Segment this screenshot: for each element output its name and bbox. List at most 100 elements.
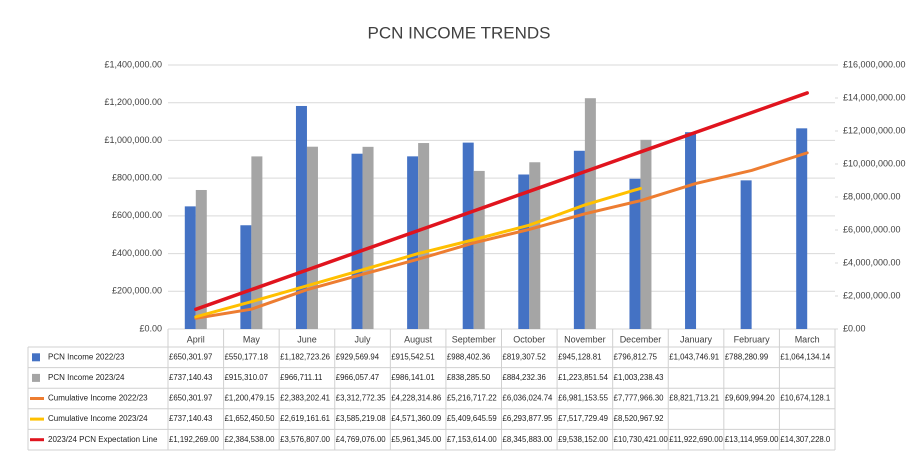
bar	[251, 156, 263, 329]
x-tick-label: April	[187, 334, 205, 344]
x-tick-label: September	[452, 334, 496, 344]
table-cell: £5,216,717.22	[447, 394, 497, 403]
table-cell: £988,402.36	[447, 352, 490, 361]
table-cell: £10,674,128.1	[780, 394, 830, 403]
bar	[685, 132, 697, 329]
x-tick-label: May	[243, 334, 261, 344]
bar	[462, 142, 474, 329]
table-cell: £2,619,161.61	[280, 414, 330, 423]
line-series	[194, 151, 809, 320]
table-cell: £737,140.43	[169, 414, 212, 423]
table-cell: £5,409,645.59	[447, 414, 497, 423]
table-cell: £5,961,345.00	[391, 435, 442, 444]
legend-swatch	[32, 373, 40, 382]
legend-label: PCN Income 2023/24	[48, 373, 125, 382]
x-tick-label: August	[404, 334, 433, 344]
x-tick-label: March	[795, 334, 820, 344]
table-cell: £7,517,729.49	[558, 414, 608, 423]
y2-tick-label: £4,000,000.00	[843, 257, 901, 267]
table-cell: £3,585,219.08	[336, 414, 386, 423]
table-cell: £9,609,994.20	[725, 394, 776, 403]
bar	[195, 189, 207, 329]
legend-label: Cumulative Income 2023/24	[48, 414, 148, 423]
table-cell: £986,141.01	[391, 373, 434, 382]
table-cell: £1,182,723.26	[280, 352, 330, 361]
table-cell: £7,153,614.00	[447, 435, 498, 444]
table-cell: £796,812.75	[614, 352, 658, 361]
y-tick-label: £800,000.00	[112, 173, 162, 183]
table-cell: £8,520,967.92	[614, 414, 664, 423]
y2-tick-label: £12,000,000.00	[843, 125, 906, 135]
y-tick-label: £400,000.00	[112, 248, 162, 258]
table-cell: £966,711.11	[280, 373, 322, 382]
table-cell: £1,652,450.50	[225, 414, 276, 423]
bar	[351, 153, 363, 329]
bar	[184, 206, 196, 329]
chart-title: PCN INCOME TRENDS	[368, 23, 551, 42]
table-cell: £737,140.43	[169, 373, 212, 382]
y2-tick-label: £0.00	[843, 323, 866, 333]
table-cell: £3,312,772.35	[336, 394, 387, 403]
bar	[362, 146, 374, 329]
table-cell: £1,223,851.54	[558, 373, 609, 382]
legend-label: Cumulative Income 2022/23	[48, 394, 148, 403]
table-cell: £650,301.97	[169, 352, 212, 361]
bar	[473, 170, 485, 329]
table-cell: £7,777,966.30	[614, 394, 665, 403]
line-series	[194, 186, 642, 319]
bar	[796, 128, 808, 329]
y-tick-label: £0.00	[139, 323, 162, 333]
x-tick-label: February	[734, 334, 771, 344]
line-series	[194, 91, 809, 312]
y2-tick-label: £6,000,000.00	[843, 224, 901, 234]
bar	[573, 150, 585, 329]
y2-tick-label: £14,000,000.00	[843, 92, 906, 102]
table-cell: £929,569.94	[336, 352, 380, 361]
table-cell: £838,285.50	[447, 373, 491, 382]
table-cell: £13,114,959.00	[725, 435, 779, 444]
table-cell: £4,571,360.09	[391, 414, 441, 423]
table-cell: £788,280.99	[725, 352, 768, 361]
table-cell: £1,064,134.14	[780, 352, 831, 361]
table-cell: £1,003,238.43	[614, 373, 664, 382]
x-tick-label: January	[680, 334, 713, 344]
table-cell: £1,200,479.15	[225, 394, 276, 403]
y2-tick-label: £8,000,000.00	[843, 191, 901, 201]
table-cell: £915,542.51	[391, 352, 434, 361]
bar	[306, 146, 318, 329]
table-cell: £945,128.81	[558, 352, 601, 361]
table-cell: £6,036,024.74	[503, 394, 554, 403]
x-tick-label: July	[355, 334, 372, 344]
legend-label: 2023/24 PCN Expectation Line	[48, 435, 158, 444]
x-tick-label: June	[297, 334, 317, 344]
table-cell: £1,043,746.91	[669, 352, 719, 361]
bar	[640, 139, 652, 329]
table-cell: £650,301.97	[169, 394, 212, 403]
table-cell: £2,384,538.00	[225, 435, 276, 444]
bar	[240, 225, 252, 329]
table-cell: £11,922,690.00	[669, 435, 723, 444]
y-tick-label: £1,400,000.00	[104, 59, 162, 69]
table-cell: £3,576,807.00	[280, 435, 331, 444]
x-tick-label: December	[620, 334, 662, 344]
table-cell: £550,177.18	[225, 352, 268, 361]
table-cell: £8,345,883.00	[503, 435, 554, 444]
bar	[295, 105, 307, 329]
table-cell: £966,057.47	[336, 373, 379, 382]
table-cell: £6,293,877.95	[503, 414, 554, 423]
legend-swatch	[32, 353, 40, 362]
legend-label: PCN Income 2022/23	[48, 352, 125, 361]
table-cell: £819,307.52	[503, 352, 546, 361]
bar	[418, 143, 430, 329]
x-tick-label: October	[513, 334, 545, 344]
y2-tick-label: £16,000,000.00	[843, 59, 906, 69]
y-tick-label: £1,000,000.00	[104, 135, 162, 145]
table-cell: £884,232.36	[503, 373, 546, 382]
table-cell: £915,310.07	[225, 373, 268, 382]
bar	[518, 174, 530, 329]
table-cell: £1,192,269.00	[169, 435, 220, 444]
table-cell: £2,383,202.41	[280, 394, 330, 403]
table-cell: £6,981,153.55	[558, 394, 609, 403]
bar	[740, 180, 752, 329]
y-tick-label: £200,000.00	[112, 286, 162, 296]
